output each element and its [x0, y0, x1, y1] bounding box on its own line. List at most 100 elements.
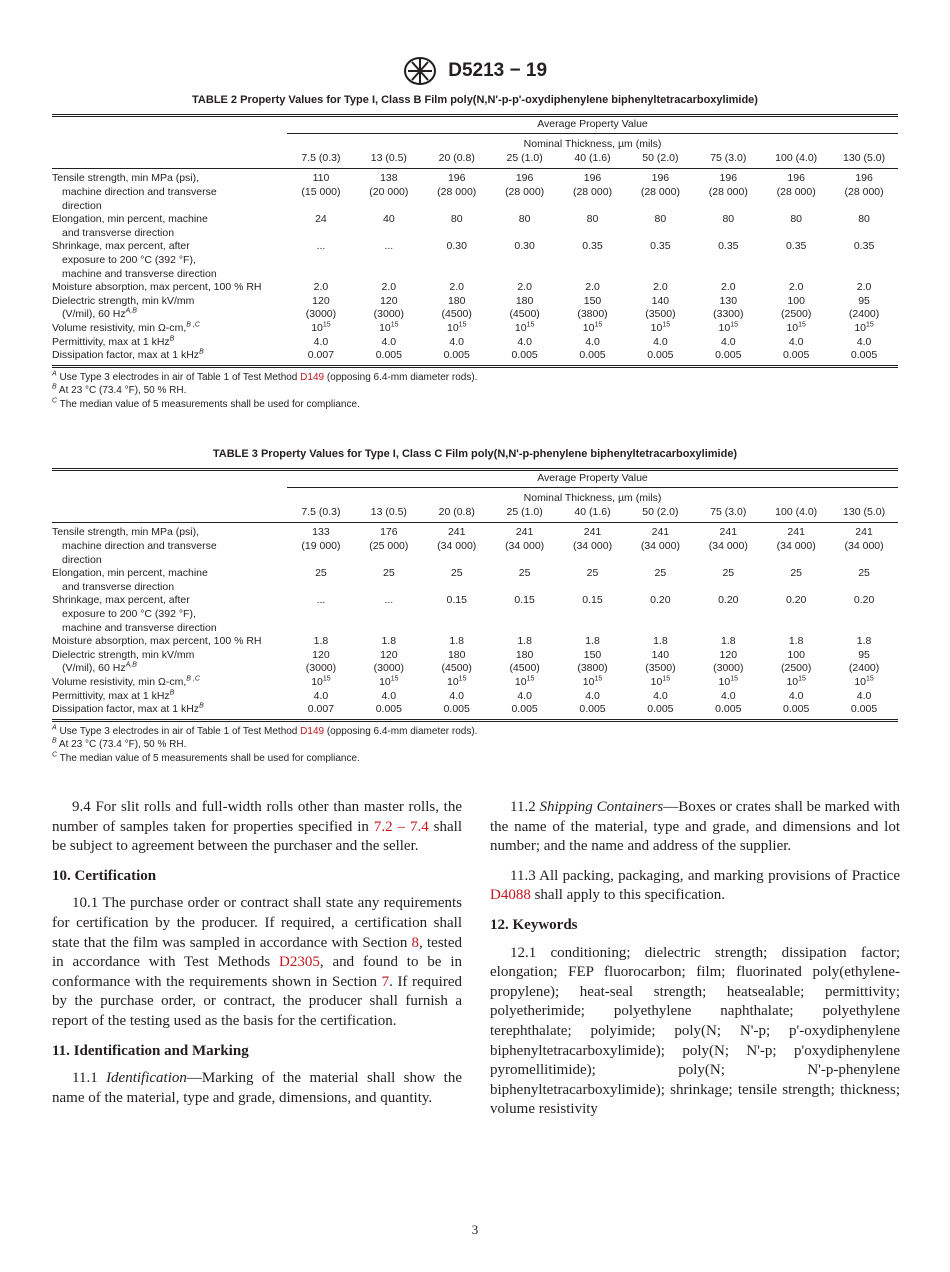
cell-line: 25	[654, 567, 667, 580]
column-header: 130 (5.0)	[843, 505, 886, 518]
table-row: Permittivity, max at 1 kHzB 4.0 4.0 4.0 4.0 4…	[52, 689, 898, 704]
cross-reference-link[interactable]: D149	[300, 725, 325, 737]
column-header: 25 (1.0)	[506, 505, 543, 518]
cell-line: 150	[583, 648, 602, 661]
table-cell: 180 (4500)	[491, 295, 559, 322]
cell-line: 241	[447, 526, 466, 539]
table-cell: 0.005	[423, 349, 491, 363]
sub-header: Nominal Thickness, µm (mils)	[523, 492, 662, 505]
cross-reference-link[interactable]: D4088	[490, 887, 531, 904]
label-line: Dissipation factor, max at 1 kHzB	[52, 703, 287, 717]
cell-line: 120	[719, 648, 738, 661]
table-footnote: B At 23 °C (73.4 °F), 50 % RH.	[52, 738, 898, 752]
footnote-mark: B	[52, 737, 57, 745]
table-cell: 4.0	[559, 336, 627, 350]
cell-line: (34 000)	[844, 539, 884, 552]
column-header: 25 (1.0)	[506, 151, 543, 164]
cell-line: 0.005	[783, 703, 810, 716]
cross-reference-link[interactable]: 8	[411, 934, 420, 951]
cell-line: 0.20	[650, 594, 671, 607]
value-base: 10	[514, 321, 527, 334]
cross-reference-link[interactable]: D2305	[279, 954, 320, 971]
row-values: 0.007 0.005 0.005 0.005 0.005 0.005 0.005 0.005…	[287, 349, 898, 363]
table-cell: 4.0	[762, 336, 830, 350]
table-cell: 1015	[626, 321, 694, 336]
cell-line: 4.0	[788, 335, 804, 348]
text-run: (opposing 6.4-mm diameter rods).	[324, 725, 478, 737]
cell-line: 80	[654, 213, 667, 226]
table-footnote: C The median value of 5 measurements sha…	[52, 751, 898, 766]
column-header: 7.5 (0.3)	[301, 151, 341, 164]
cell-line: 1015	[694, 321, 762, 336]
cross-reference-link[interactable]: D149	[300, 371, 325, 383]
label-line: Dielectric strength, min kV/mm	[52, 295, 287, 309]
table-cell: 80	[491, 213, 559, 240]
cell-line: 4.0	[449, 689, 465, 702]
label-line: Elongation, min percent, machine	[52, 567, 287, 581]
row-label: Shrinkage, max percent, after exposure to…	[52, 240, 287, 281]
table-cell: 2.0	[559, 281, 627, 295]
table-cell: 95 (2400)	[830, 649, 898, 676]
label-line: exposure to 200 °C (392 °F),	[52, 608, 287, 622]
label-line: Tensile strength, min MPa (psi),	[52, 526, 287, 540]
cell-line: 241	[651, 526, 670, 539]
cell-line: (34 000)	[505, 539, 545, 552]
cell-line: 4.0	[585, 689, 600, 702]
row-values: ...... 0.15 0.15 0.15 0.20 0.20 0.20 0.20	[287, 594, 898, 635]
cell-line: 1015	[762, 321, 830, 336]
value-exponent: 15	[526, 675, 535, 683]
cell-line: 80	[450, 213, 463, 226]
cell-line: (19 000)	[301, 539, 341, 552]
label-line: machine direction and transverse	[52, 186, 287, 200]
table-cell: 0.005	[762, 349, 830, 363]
double-rule	[52, 467, 898, 471]
table-cell: 180 (4500)	[491, 649, 559, 676]
cell-line: 150	[583, 294, 602, 307]
table-cell: ...	[287, 594, 355, 635]
table-cell: 1015	[491, 321, 559, 336]
cross-reference-link[interactable]: 7.2 – 7.4	[373, 818, 429, 835]
cell-line: 1.8	[856, 635, 872, 648]
label-text: (V/mil), 60 Hz	[62, 662, 126, 675]
footnote-mark: B ,C	[186, 675, 200, 683]
cell-line: 25	[722, 567, 735, 580]
cell-line: 25	[586, 567, 599, 580]
cell-line: 2.0	[856, 281, 872, 294]
table-cell: 133 (19 000)	[287, 526, 355, 567]
table-cell: 140 (3500)	[626, 295, 694, 322]
table-cell: 1015	[694, 675, 762, 690]
cell-line: 1.8	[313, 635, 329, 648]
cell-line: 0.007	[307, 349, 335, 362]
table-cell: 180 (4500)	[423, 295, 491, 322]
cell-line: 241	[583, 526, 602, 539]
table-cell: 120 (3000)	[355, 295, 423, 322]
cell-line: 4.0	[720, 335, 736, 348]
text-run: Use Type 3 electrodes in air of Table 1 …	[59, 725, 301, 737]
column-header: 100 (4.0)	[775, 505, 818, 518]
cell-line: 80	[858, 213, 870, 226]
cell-line: 180	[447, 294, 466, 307]
table-cell: 4.0	[491, 336, 559, 350]
table-cell: 130 (3300)	[694, 295, 762, 322]
table-cell: 1.8	[287, 635, 355, 649]
cross-reference-link[interactable]: 7	[381, 973, 390, 990]
table-cell: 0.005	[491, 349, 559, 363]
table-cell: 1.8	[491, 635, 559, 649]
paragraph: 9.4 For slit rolls and full-width rolls …	[52, 798, 462, 857]
value-base: 10	[582, 675, 595, 688]
table-row: Tensile strength, min MPa (psi), machine …	[52, 172, 898, 213]
rule	[287, 487, 898, 489]
cell-line: 1015	[423, 675, 491, 690]
text-run: (opposing 6.4-mm diameter rods).	[324, 371, 478, 383]
label-line: (V/mil), 60 HzA,B	[52, 662, 287, 676]
cell-line: 0.35	[650, 240, 671, 253]
table-cell: 1015	[694, 321, 762, 336]
table-cell: 0.35	[830, 240, 898, 281]
value-exponent: 15	[866, 675, 874, 683]
cell-line: 1.8	[653, 635, 668, 648]
label-line: Volume resistivity, min Ω-cm,B ,C	[52, 321, 287, 336]
row-label: Elongation, min percent, machine and tran…	[52, 567, 287, 594]
cell-line: (2400)	[848, 662, 880, 675]
table-cell: 120 (3000)	[287, 295, 355, 322]
table-cell: 4.0	[626, 690, 694, 704]
